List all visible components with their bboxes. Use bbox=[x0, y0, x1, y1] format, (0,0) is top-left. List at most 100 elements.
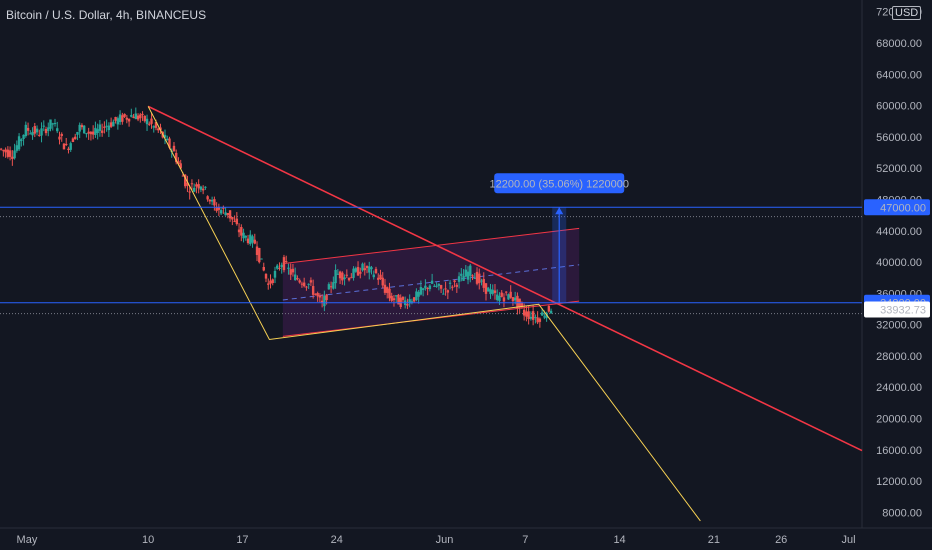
candle-body bbox=[502, 297, 506, 302]
candle-body bbox=[78, 124, 81, 132]
currency-label[interactable]: USD bbox=[892, 6, 922, 20]
candle-body bbox=[543, 316, 546, 318]
candle-body bbox=[395, 295, 398, 297]
candle-body bbox=[11, 156, 14, 160]
candle-body bbox=[370, 267, 373, 270]
x-tick-label: 24 bbox=[331, 534, 343, 546]
candle-body bbox=[505, 291, 508, 293]
candle-body bbox=[253, 239, 256, 244]
candle-body bbox=[166, 138, 169, 141]
candle-body bbox=[464, 269, 467, 277]
candle-body bbox=[246, 238, 250, 244]
candle-body bbox=[325, 294, 328, 301]
candle-body bbox=[489, 289, 492, 295]
candle-body bbox=[150, 118, 153, 124]
candle-body bbox=[320, 300, 324, 303]
candle-body bbox=[509, 291, 512, 298]
candle-body bbox=[487, 287, 490, 292]
candle-body bbox=[255, 246, 259, 255]
candle-body bbox=[480, 280, 483, 282]
candle-body bbox=[536, 317, 539, 323]
candle-body bbox=[134, 113, 138, 120]
candle-body bbox=[457, 276, 461, 282]
candle-body bbox=[525, 311, 528, 317]
candle-body bbox=[498, 295, 501, 302]
candle-body bbox=[249, 234, 252, 245]
candle-body bbox=[197, 184, 200, 189]
channel-upper-line[interactable] bbox=[282, 227, 580, 265]
candle-body bbox=[478, 273, 481, 284]
x-tick-label: 7 bbox=[522, 534, 528, 546]
candle-body bbox=[186, 182, 189, 186]
candle-body bbox=[267, 283, 270, 285]
candle-body bbox=[15, 145, 19, 151]
candle-body bbox=[419, 287, 423, 295]
candle-body bbox=[401, 296, 405, 300]
measure-arrow-head bbox=[555, 207, 564, 215]
yellow-projection-line[interactable] bbox=[147, 106, 701, 522]
candle-body bbox=[475, 271, 479, 284]
price-tag-47000-box[interactable] bbox=[864, 199, 930, 216]
x-tick-label: 26 bbox=[775, 534, 787, 546]
candle-body bbox=[392, 298, 396, 301]
candle-body bbox=[13, 150, 16, 159]
candle-body bbox=[520, 302, 524, 308]
candle-body bbox=[421, 288, 425, 290]
candle-body bbox=[527, 311, 530, 320]
candle-body bbox=[190, 183, 194, 185]
candle-body bbox=[58, 136, 61, 140]
candle-body bbox=[42, 125, 45, 127]
candle-body bbox=[26, 127, 30, 131]
candle-body bbox=[426, 287, 429, 290]
candle-body bbox=[31, 131, 34, 136]
candle-body bbox=[201, 188, 205, 191]
candle-body bbox=[293, 274, 297, 281]
candle-body bbox=[103, 126, 106, 128]
candle-body bbox=[285, 261, 288, 263]
y-tick-label: 24000.00 bbox=[876, 382, 922, 394]
candle-body bbox=[258, 247, 261, 263]
candle-body bbox=[412, 297, 416, 302]
candle-body bbox=[547, 305, 551, 312]
candle-body bbox=[127, 118, 131, 122]
candle-body bbox=[332, 282, 335, 289]
y-tick-label: 60000.00 bbox=[876, 101, 922, 113]
candle-body bbox=[469, 265, 472, 276]
candle-body bbox=[361, 263, 364, 271]
candle-body bbox=[94, 127, 97, 135]
y-tick-label: 40000.00 bbox=[876, 257, 922, 269]
candle-body bbox=[139, 114, 142, 119]
measure-label-box bbox=[494, 173, 625, 194]
candle-body bbox=[296, 278, 299, 280]
candle-body bbox=[529, 316, 533, 319]
candle-body bbox=[188, 191, 191, 193]
candle-body bbox=[379, 274, 382, 280]
candle-body bbox=[116, 118, 120, 125]
candle-body bbox=[260, 258, 263, 260]
candle-body bbox=[435, 285, 438, 287]
red-descending-trendline[interactable] bbox=[147, 105, 863, 452]
candle-body bbox=[264, 273, 268, 279]
candle-body bbox=[368, 266, 371, 273]
x-tick-label: 21 bbox=[708, 534, 720, 546]
candle-body bbox=[67, 148, 70, 151]
y-tick-label: 28000.00 bbox=[876, 351, 922, 363]
candle-body bbox=[363, 268, 366, 271]
candle-body bbox=[74, 136, 77, 140]
price-tag-last-box[interactable] bbox=[864, 301, 930, 318]
candle-body bbox=[511, 297, 515, 302]
candle-body bbox=[305, 286, 308, 288]
candle-body bbox=[172, 145, 176, 152]
candle-body bbox=[148, 123, 151, 125]
candle-body bbox=[291, 268, 295, 273]
candle-body bbox=[386, 287, 389, 293]
candle-body bbox=[451, 286, 454, 288]
candle-body bbox=[280, 264, 283, 268]
candle-body bbox=[276, 265, 279, 269]
candle-body bbox=[356, 267, 360, 276]
candle-body bbox=[338, 271, 342, 279]
candle-body bbox=[29, 133, 32, 135]
candle-body bbox=[163, 134, 167, 138]
x-tick-label: Jul bbox=[842, 534, 856, 546]
